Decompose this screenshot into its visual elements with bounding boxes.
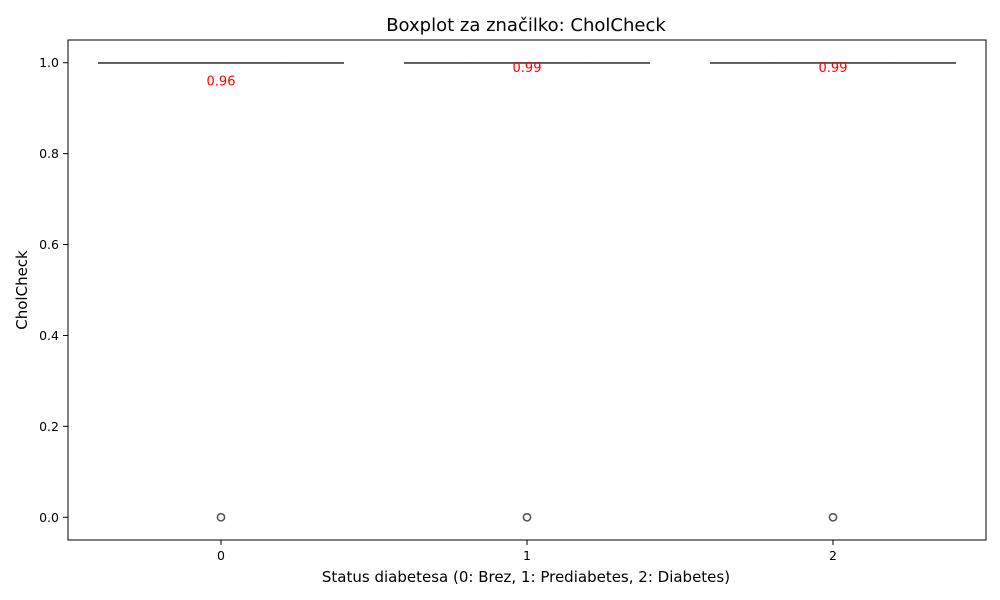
y-tick-label: 0.0	[39, 510, 59, 525]
y-tick-label: 0.6	[39, 237, 59, 252]
mean-label: 0.96	[207, 74, 236, 89]
outlier-point	[828, 512, 838, 522]
x-tick-label: 2	[829, 548, 837, 563]
x-tick-label: 0	[217, 548, 225, 563]
y-tick-label: 0.8	[39, 146, 59, 161]
x-axis: 0 1 2	[217, 540, 837, 563]
y-axis: 0.0 0.2 0.4 0.6 0.8 1.0	[39, 55, 68, 525]
x-tick-label: 1	[523, 548, 531, 563]
box-0: 0.96	[97, 62, 345, 522]
y-tick-label: 1.0	[39, 55, 59, 70]
x-axis-label: Status diabetesa (0: Brez, 1: Prediabete…	[322, 568, 730, 586]
mean-label: 0.99	[513, 61, 542, 76]
outlier-point	[522, 512, 532, 522]
y-axis-label: CholCheck	[13, 250, 31, 330]
plot-frame	[67, 39, 987, 541]
box-2: 0.99	[709, 61, 957, 522]
mean-label: 0.99	[819, 61, 848, 76]
y-tick-label: 0.2	[39, 419, 59, 434]
box-1: 0.99	[403, 61, 651, 522]
y-tick-label: 0.4	[39, 328, 59, 343]
plot-area: 0.0 0.2 0.4 0.6 0.8 1.0 0 1 2 0.96 0.99 0.99	[39, 39, 987, 563]
boxes-group: 0.96 0.99 0.99	[97, 61, 957, 522]
outlier-point	[216, 512, 226, 522]
chart-title: Boxplot za značilko: CholCheck	[386, 15, 666, 36]
